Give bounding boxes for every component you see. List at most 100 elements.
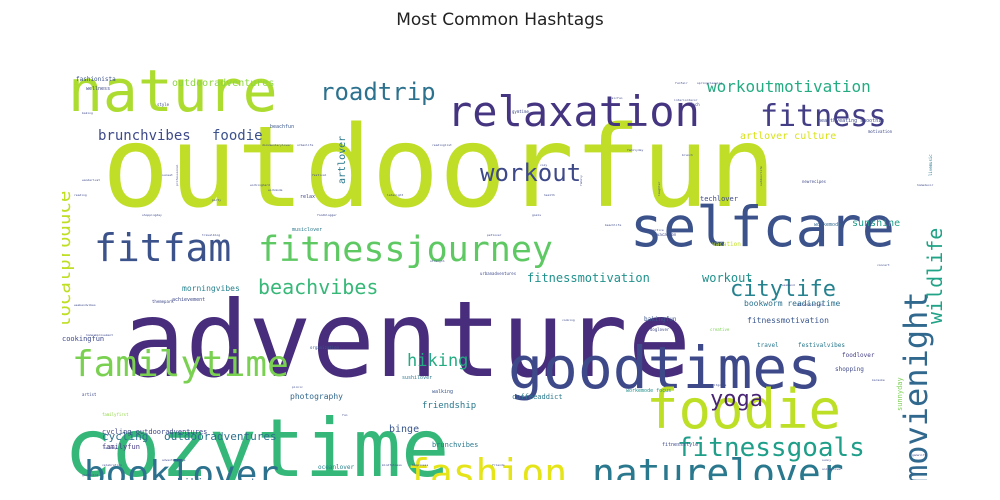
word-workemode-focus-67: workemode focus	[626, 388, 671, 394]
word-beachfun-69: beachfun	[270, 124, 294, 130]
word-karaoke-103: karaoke	[872, 378, 885, 382]
word-reading-131: reading	[74, 193, 87, 197]
word-fitnessgoals-16: fitnessgoals	[677, 433, 865, 463]
word-sunshine-35: sunshine	[852, 218, 900, 229]
word-fitness-15: fitness	[760, 99, 886, 134]
word-binge-38: binge	[389, 424, 419, 435]
word-concert-140: concert	[877, 263, 890, 267]
word-hiking-24: hiking	[407, 351, 468, 371]
word-cozy-92: cozy	[540, 163, 547, 167]
word-cozytime-2: cozytime	[64, 402, 449, 480]
word-oceanlover-54: oceanlover	[318, 464, 355, 471]
word-bookworm-readingtime-41: bookworm readingtime	[744, 299, 841, 308]
word-familyday-138: familyday	[627, 148, 643, 152]
word-friendship-39: friendship	[422, 401, 476, 411]
word-fitgoals-94: fitgoals	[712, 383, 727, 387]
word-morningvibes-43: morningvibes	[182, 284, 240, 293]
word-fun-122: fun	[342, 413, 348, 417]
word-localproduce-23: localproduce	[62, 191, 75, 328]
word-animallover-113: animallover	[822, 467, 842, 471]
word-festivalvibes-56: festivalvibes	[798, 342, 845, 349]
word-foodlover-53: foodlover	[842, 352, 875, 359]
word-roadtrip-20: roadtrip	[320, 78, 436, 106]
word-goals-134: goals	[532, 213, 541, 217]
word-accessories-77: accessories	[797, 302, 824, 307]
word-urbanadventures-84: urbanadventures	[480, 271, 517, 276]
word-homeimprovement-95: homeimprovement	[86, 333, 113, 337]
word-brunch-109: brunch	[682, 153, 693, 157]
word-outdoorlife-90: outdoorlife	[759, 166, 763, 186]
word-naturelover-9: naturelover	[592, 451, 844, 480]
word-artlover-36: artlover	[337, 136, 348, 184]
word-outdooradventures-31: outdooradventures	[164, 430, 277, 443]
word-gardening-117: gardening	[82, 473, 98, 477]
word-wellness-70: wellness	[86, 86, 110, 92]
word-vacation-73: vacation	[657, 232, 677, 237]
word-happiness-120: happiness	[412, 463, 428, 467]
word-springcleaning-106: springcleaning	[697, 81, 722, 85]
word-healthy-124: healthy	[104, 446, 117, 450]
word-health-93: health	[544, 193, 555, 197]
word-gymtime-72: gymtime	[512, 109, 529, 114]
word-urbanlife-127: urbanlife	[297, 143, 313, 147]
word-yogapractice-98: yogapractice	[642, 228, 664, 232]
word-cooking-110: cooking	[562, 318, 575, 322]
word-movienight-14: movienight	[897, 291, 935, 480]
word-gamelife-102: gamelife	[912, 453, 927, 457]
word-workinghard-126: workinghard	[250, 183, 270, 187]
word-adventuretime-116: adventuretime	[162, 458, 186, 462]
word-sunnyday-50: sunnyday	[896, 377, 904, 411]
word-workout-18: workout	[480, 159, 581, 187]
word-workout-29: workout	[702, 271, 753, 285]
word-fitnessjourney-12: fitnessjourney	[258, 230, 553, 270]
word-cloud: outdoorfun adventure cozytime nature selfcar…	[62, 36, 942, 480]
word-cycling-30: cycling	[102, 430, 148, 443]
word-relax-64: relax	[300, 194, 315, 200]
word-citylife-17: citylife	[730, 277, 836, 302]
word-beachvibes-22: beachvibes	[258, 275, 378, 299]
word-hikingadventures-33: hikingadventures	[177, 476, 283, 480]
word-livemusic-74: livemusic	[928, 154, 933, 176]
word-outdoorfun-0: outdoorfun	[102, 103, 776, 233]
word-festival-89: festival	[312, 173, 327, 177]
word-weekendvibes-96: weekendvibes	[74, 303, 96, 307]
word-cycling-outdooradventures-71: cycling outdooradventures	[102, 428, 207, 436]
word-fashion-8: fashion	[407, 451, 567, 480]
word-goodtimes-5: goodtimes	[508, 334, 822, 402]
word-travel-55: travel	[757, 342, 779, 349]
word-shoppingday-132: shoppingday	[142, 213, 162, 217]
word-familyfirst-81: familyfirst	[102, 412, 129, 417]
word-artlover-culture-37: artlover culture	[740, 131, 836, 142]
word-brunchvibes-26: brunchvibes	[98, 128, 191, 144]
word-photography-40: photography	[290, 392, 343, 401]
word-professional-125: professional	[175, 164, 179, 186]
word-creative-78: creative	[710, 327, 730, 332]
word-workmode-104: workmode	[268, 188, 283, 192]
word-newrecipes-85: newrecipes	[802, 179, 827, 184]
word-tech-83: Tech	[690, 102, 700, 107]
word-wanderlust-101: wanderlust	[82, 178, 100, 182]
word-style-82: style	[157, 102, 170, 107]
word-documentarylover-87: documentarylover	[262, 143, 291, 147]
word-familyfun-44: familyfun	[102, 443, 140, 451]
word-workemode-66: workemode	[814, 222, 841, 228]
word-booklover-10: booklover	[84, 454, 279, 480]
word-adventure-1: adventure	[122, 279, 691, 401]
word-selfcare-4: selfcare	[630, 195, 895, 259]
word-party-100: party	[212, 198, 221, 202]
word-sushilover-62: sushilover	[402, 375, 432, 381]
word-friends-121: friends	[492, 463, 505, 467]
word-funfair-105: funfair	[675, 81, 688, 85]
word-doglover-76: doglover	[650, 327, 670, 332]
word-fitnessmotivation-28: fitnessmotivation	[527, 271, 650, 285]
word-outdooradventures-32: outdooradventures	[172, 78, 274, 89]
word-travelblog-97: travelblog	[202, 233, 220, 237]
word-healthyeating-smoothie-68: healthyeating smoothie	[818, 118, 884, 124]
word-techlover-47: techlover	[700, 195, 738, 203]
word-sunny-112: sunny	[822, 458, 831, 462]
word-sunset-91: sunset	[162, 173, 173, 177]
word-themepark-86: themepark	[152, 299, 174, 304]
chart-title: Most Common Hashtags	[396, 10, 604, 30]
word-fashionista-52: fashionista	[76, 76, 116, 83]
